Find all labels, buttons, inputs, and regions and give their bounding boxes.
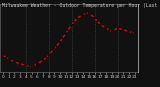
Text: Milwaukee Weather - Outdoor Temperature per Hour (Last 24 Hours): Milwaukee Weather - Outdoor Temperature … <box>2 3 160 8</box>
